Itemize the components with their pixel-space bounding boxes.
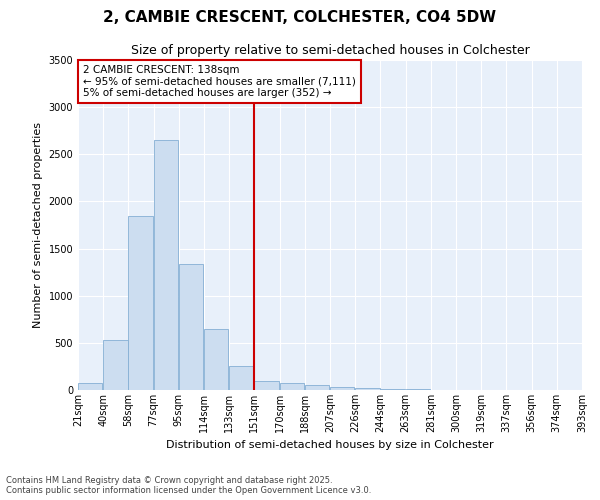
Bar (380, 389, 405, 390)
Y-axis label: Number of semi-detached properties: Number of semi-detached properties (33, 122, 43, 328)
Bar (128, 216, 153, 390)
Bar (406, 389, 430, 390)
Bar (229, 366, 254, 390)
Bar (78, 384, 103, 390)
Bar (254, 380, 279, 390)
Bar (280, 383, 304, 390)
Bar (204, 328, 229, 390)
Title: Size of property relative to semi-detached houses in Colchester: Size of property relative to semi-detach… (131, 44, 529, 58)
Bar (154, 140, 178, 390)
Bar (305, 386, 329, 390)
Text: 2 CAMBIE CRESCENT: 138sqm
← 95% of semi-detached houses are smaller (7,111)
5% o: 2 CAMBIE CRESCENT: 138sqm ← 95% of semi-… (83, 65, 356, 98)
Bar (179, 264, 203, 390)
Bar (330, 386, 355, 390)
Text: 2, CAMBIE CRESCENT, COLCHESTER, CO4 5DW: 2, CAMBIE CRESCENT, COLCHESTER, CO4 5DW (103, 10, 497, 25)
Bar (355, 388, 380, 390)
X-axis label: Distribution of semi-detached houses by size in Colchester: Distribution of semi-detached houses by … (166, 440, 494, 450)
Bar (103, 340, 128, 390)
Text: Contains HM Land Registry data © Crown copyright and database right 2025.
Contai: Contains HM Land Registry data © Crown c… (6, 476, 371, 495)
